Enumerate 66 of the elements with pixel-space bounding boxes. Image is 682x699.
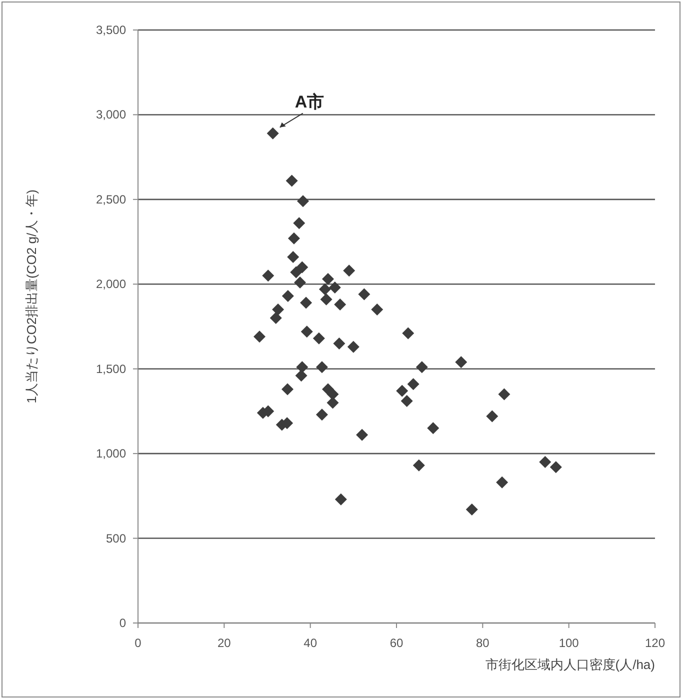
- point: [496, 476, 508, 488]
- y-tick-label: 1,000: [96, 446, 126, 461]
- y-tick-label: 2,500: [96, 192, 126, 206]
- point: [253, 330, 266, 343]
- point: [427, 422, 440, 434]
- point: [334, 298, 346, 310]
- point: [358, 288, 370, 300]
- point: [466, 503, 478, 516]
- point: [356, 428, 368, 441]
- point: [396, 384, 408, 397]
- x-tick-label: 0: [134, 636, 142, 650]
- point: [286, 174, 298, 187]
- point: [287, 251, 300, 264]
- point: [288, 232, 300, 244]
- point: [334, 493, 347, 506]
- point: [412, 459, 425, 472]
- x-tick-label: 20: [217, 636, 232, 650]
- point: [297, 195, 310, 208]
- point: [296, 361, 308, 374]
- x-tick-label: 80: [476, 636, 490, 650]
- y-axis-title: 1人当たりCO2排出量(CO2 g/人・年): [24, 190, 39, 404]
- point: [322, 273, 334, 286]
- x-tick-label: 40: [304, 636, 318, 650]
- point: [407, 378, 420, 390]
- point: [312, 332, 325, 344]
- point: [300, 326, 313, 338]
- point: [343, 264, 356, 277]
- y-tick-label: 3,000: [96, 108, 126, 122]
- point: [294, 276, 306, 288]
- point: [550, 461, 562, 474]
- point: [402, 327, 414, 340]
- point: [371, 304, 384, 316]
- point: [266, 127, 279, 140]
- x-tick-label: 100: [558, 636, 580, 650]
- y-tick-label: 3,500: [96, 23, 126, 37]
- y-tick-label: 0: [119, 616, 126, 630]
- point: [282, 290, 294, 302]
- point: [455, 356, 468, 368]
- point: [282, 383, 294, 396]
- point: [498, 388, 510, 400]
- point: [328, 282, 341, 294]
- x-axis-title: 市街化区域内人口密度(人/ha): [485, 657, 655, 672]
- point: [296, 261, 308, 274]
- point: [316, 408, 328, 421]
- point: [272, 304, 284, 316]
- point: [320, 293, 332, 306]
- point: [333, 337, 346, 350]
- x-tick-label: 120: [644, 636, 666, 650]
- point: [270, 312, 282, 324]
- point: [486, 410, 498, 422]
- point: [347, 340, 360, 353]
- point: [539, 456, 552, 468]
- point: [295, 370, 308, 382]
- point: [316, 361, 328, 374]
- point: [400, 395, 413, 408]
- point: [290, 266, 302, 278]
- y-tick-label: 1,500: [96, 362, 126, 376]
- y-tick-label: 2,000: [96, 277, 126, 292]
- point: [416, 361, 428, 374]
- point: [318, 283, 331, 296]
- y-tick-label: 500: [106, 531, 126, 546]
- annotation: A市: [294, 92, 324, 112]
- point: [293, 217, 306, 230]
- point: [262, 270, 274, 282]
- x-tick-label: 60: [390, 636, 404, 650]
- point: [300, 296, 312, 309]
